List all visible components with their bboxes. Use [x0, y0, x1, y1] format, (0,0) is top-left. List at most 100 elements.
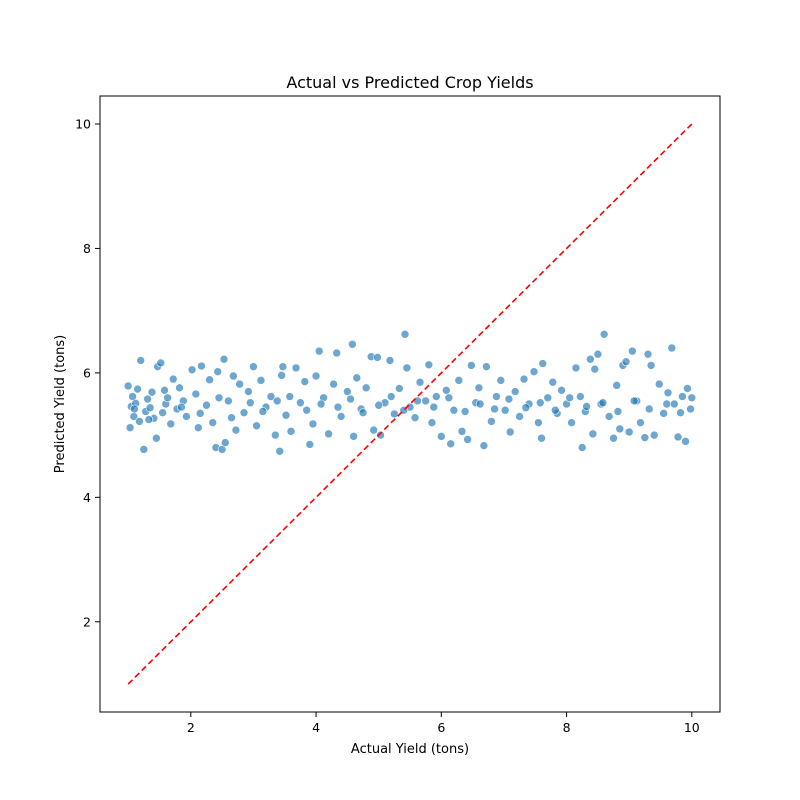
scatter-point — [496, 376, 506, 385]
scatter-point — [515, 412, 524, 421]
scatter-point — [220, 438, 230, 447]
scatter-point — [258, 407, 268, 416]
scatter-point — [521, 403, 531, 413]
scatter-point — [479, 441, 489, 450]
scatter-point — [227, 413, 236, 422]
scatter-point — [256, 376, 266, 385]
y-axis-label: Predicted Yield (tons) — [53, 335, 68, 473]
scatter-point — [662, 399, 672, 409]
scatter-point — [305, 440, 315, 449]
scatter-point — [577, 443, 587, 452]
scatter-point — [543, 393, 553, 403]
scatter-point — [505, 427, 515, 437]
scatter-point — [333, 402, 343, 412]
x-axis-label: Actual Yield (tons) — [351, 742, 469, 757]
scatter-point — [231, 425, 241, 435]
scatter-point — [311, 371, 321, 381]
scatter-point — [163, 393, 172, 403]
scatter-point — [208, 418, 218, 427]
scatter-point — [534, 418, 543, 427]
scatter-point — [643, 349, 653, 359]
scatter-point — [235, 379, 244, 389]
scatter-point — [272, 396, 282, 406]
scatter-point — [191, 389, 201, 399]
scatter-point — [490, 404, 499, 414]
scatter-point — [449, 405, 459, 415]
scatter-point — [649, 430, 659, 440]
plot-frame — [99, 95, 721, 713]
scatter-point — [548, 377, 558, 387]
scatter-point — [636, 418, 645, 427]
scatter-point — [358, 408, 368, 418]
scatter-point — [244, 387, 253, 396]
scatter-point — [224, 396, 233, 406]
scatter-point — [593, 349, 603, 359]
y-tick-label: 4 — [83, 490, 91, 505]
scatter-point — [599, 330, 609, 339]
scatter-point — [278, 362, 288, 371]
x-tick-label: 2 — [187, 720, 195, 735]
scatter-point — [621, 357, 631, 366]
scatter-point — [613, 407, 623, 416]
scatter-point — [475, 399, 485, 409]
scatter-point — [346, 394, 355, 404]
scatter-point — [385, 356, 395, 365]
scatter-point — [667, 343, 677, 353]
scatter-point — [329, 379, 338, 389]
scatter-point — [374, 400, 383, 410]
scatter-point — [590, 364, 600, 374]
scatter-point — [687, 393, 697, 403]
scatter-point — [152, 433, 161, 443]
x-tick-label: 10 — [684, 720, 700, 735]
scatter-point — [246, 398, 255, 408]
scatter-point — [286, 427, 296, 436]
scatter-point — [582, 402, 591, 411]
scatter-point — [143, 394, 152, 404]
scatter-point — [571, 363, 581, 373]
scatter-point — [158, 408, 167, 418]
scatter-point — [332, 348, 342, 358]
scatter-point — [266, 392, 276, 401]
scatter-point — [669, 399, 679, 409]
scatter-point — [413, 396, 422, 406]
scatter-point — [277, 371, 286, 380]
scatter-point — [136, 356, 146, 365]
scatter-point — [219, 354, 229, 364]
scatter-point — [376, 430, 385, 440]
scatter-point — [352, 373, 362, 383]
scatter-point — [123, 381, 133, 391]
scatter-point — [586, 354, 595, 364]
scatter-point — [482, 362, 491, 371]
scatter-point — [302, 405, 311, 415]
plot-area: 2 4 6 8 10 2 4 6 8 10 — [75, 95, 721, 735]
scatter-point — [683, 384, 692, 393]
scatter-point — [229, 371, 238, 381]
scatter-point — [588, 429, 598, 439]
scatter-point — [550, 405, 560, 415]
scatter-point — [431, 392, 441, 401]
scatter-point — [629, 396, 639, 406]
x-tick-label: 6 — [437, 720, 445, 735]
scatter-point — [281, 410, 291, 420]
scatter-point — [182, 412, 191, 421]
scatter-point — [275, 446, 285, 456]
scatter-point — [386, 392, 396, 401]
scatter-point — [415, 377, 425, 387]
scatter-point — [529, 367, 539, 376]
scatter-point — [308, 419, 318, 429]
scatter-point — [442, 386, 451, 395]
scatter-point — [646, 361, 656, 370]
scatter-point — [446, 439, 456, 449]
scatter-point — [654, 379, 664, 389]
scatter-point — [429, 402, 439, 412]
scatter-point — [130, 404, 139, 414]
scatter-point — [195, 409, 205, 418]
scatter-point — [135, 417, 144, 426]
scatter-point — [271, 430, 280, 440]
scatter-point — [194, 423, 203, 432]
scatter-point — [147, 387, 157, 397]
x-tick-label: 4 — [312, 720, 320, 735]
scatter-point — [316, 399, 326, 409]
scatter-point — [252, 421, 261, 431]
